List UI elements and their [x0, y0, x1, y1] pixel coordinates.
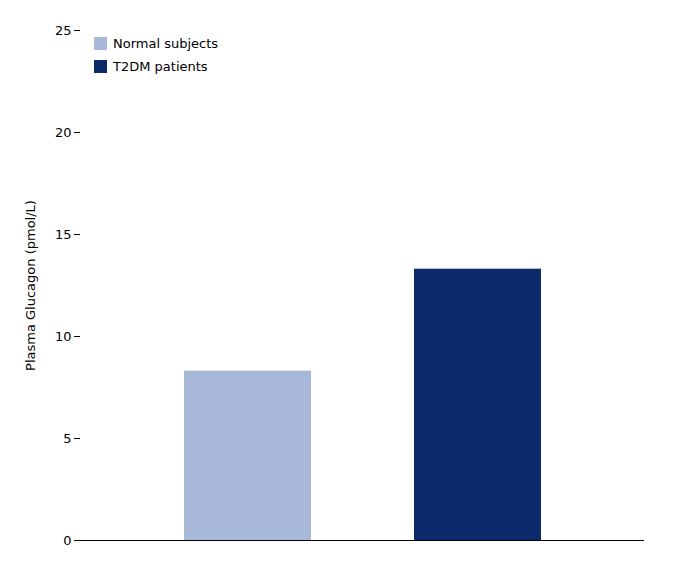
svg-text:10: 10 — [55, 329, 72, 344]
svg-text:0: 0 — [63, 533, 71, 548]
svg-text:Plasma Glucagon (pmol/L): Plasma Glucagon (pmol/L) — [23, 200, 38, 371]
svg-text:20: 20 — [55, 125, 72, 140]
html-text:Normal subjects: Normal subjects — [113, 36, 219, 51]
svg-text:15: 15 — [55, 227, 72, 242]
html-text:T2DM patients: T2DM patients — [113, 59, 208, 74]
svg-text:5: 5 — [63, 431, 71, 446]
svg-text:25: 25 — [55, 23, 72, 38]
